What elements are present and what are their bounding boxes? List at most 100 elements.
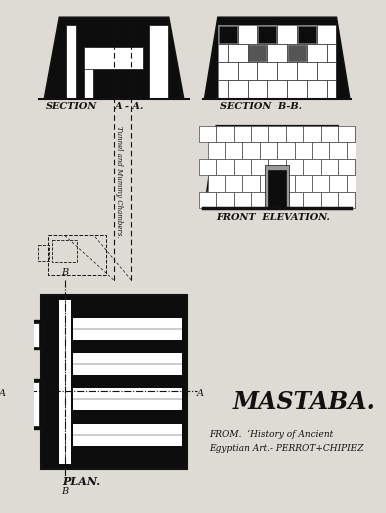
- Bar: [356, 159, 373, 175]
- Text: Egyptian Art.- PERROT+CHIPIEZ: Egyptian Art.- PERROT+CHIPIEZ: [210, 444, 364, 453]
- Bar: [218, 25, 337, 99]
- Bar: [238, 62, 257, 81]
- Bar: [356, 192, 373, 208]
- Bar: [287, 81, 307, 99]
- Bar: [295, 142, 312, 159]
- Bar: [251, 159, 268, 175]
- Bar: [20, 320, 43, 349]
- Circle shape: [275, 18, 279, 23]
- Bar: [38, 245, 49, 261]
- Bar: [73, 318, 182, 340]
- Bar: [228, 44, 247, 62]
- Bar: [218, 62, 238, 81]
- Bar: [73, 388, 182, 410]
- Bar: [356, 126, 373, 142]
- Bar: [329, 175, 347, 192]
- Bar: [242, 175, 260, 192]
- Bar: [277, 62, 297, 81]
- Bar: [286, 192, 303, 208]
- Bar: [234, 192, 251, 208]
- Polygon shape: [205, 126, 350, 208]
- Bar: [23, 323, 39, 346]
- Bar: [298, 26, 316, 43]
- Text: SECTION: SECTION: [46, 102, 97, 111]
- Bar: [52, 240, 77, 262]
- Bar: [297, 25, 317, 44]
- Bar: [257, 25, 277, 44]
- Bar: [317, 62, 337, 81]
- Bar: [199, 192, 216, 208]
- Bar: [277, 142, 295, 159]
- Bar: [338, 126, 356, 142]
- Text: B: B: [62, 268, 69, 277]
- Bar: [268, 126, 286, 142]
- Text: FRONT  ELEVATION.: FRONT ELEVATION.: [216, 213, 330, 222]
- Bar: [242, 142, 260, 159]
- Bar: [228, 81, 247, 99]
- Bar: [338, 159, 356, 175]
- Bar: [329, 142, 347, 159]
- Bar: [307, 81, 327, 99]
- Bar: [208, 175, 225, 192]
- Bar: [312, 175, 329, 192]
- Bar: [321, 192, 338, 208]
- Bar: [260, 142, 277, 159]
- Bar: [268, 159, 286, 175]
- Bar: [257, 62, 277, 81]
- Bar: [218, 25, 238, 44]
- Bar: [41, 295, 187, 469]
- Bar: [266, 166, 289, 208]
- Bar: [238, 25, 257, 44]
- Text: FROM.  ‘History of Ancient: FROM. ‘History of Ancient: [210, 430, 334, 439]
- Bar: [14, 382, 39, 426]
- Bar: [295, 175, 312, 192]
- Bar: [268, 192, 286, 208]
- Bar: [59, 300, 71, 464]
- Bar: [208, 142, 225, 159]
- Bar: [48, 235, 106, 275]
- Bar: [149, 25, 168, 99]
- Bar: [260, 175, 277, 192]
- Bar: [303, 192, 321, 208]
- Bar: [199, 126, 216, 142]
- Bar: [234, 126, 251, 142]
- Bar: [216, 126, 234, 142]
- Bar: [268, 170, 286, 208]
- Polygon shape: [44, 17, 184, 99]
- Bar: [338, 192, 356, 208]
- Text: MASTABA.: MASTABA.: [233, 390, 376, 414]
- Text: PLAN.: PLAN.: [62, 476, 100, 487]
- Bar: [251, 192, 268, 208]
- Bar: [286, 159, 303, 175]
- Bar: [277, 25, 297, 44]
- Bar: [216, 192, 234, 208]
- Bar: [267, 81, 287, 99]
- Bar: [303, 126, 321, 142]
- Bar: [303, 159, 321, 175]
- Bar: [218, 44, 228, 62]
- Bar: [287, 44, 307, 62]
- Bar: [327, 44, 337, 62]
- Bar: [321, 126, 338, 142]
- Bar: [199, 159, 216, 175]
- Bar: [277, 175, 295, 192]
- Bar: [327, 81, 337, 99]
- Bar: [219, 26, 237, 43]
- Text: A: A: [0, 389, 6, 398]
- Bar: [312, 142, 329, 159]
- Bar: [267, 44, 287, 62]
- Bar: [297, 62, 317, 81]
- Bar: [216, 159, 234, 175]
- Bar: [307, 44, 327, 62]
- Bar: [247, 81, 267, 99]
- Bar: [317, 25, 337, 44]
- Bar: [218, 81, 228, 99]
- Bar: [347, 142, 364, 159]
- Bar: [258, 26, 276, 43]
- Bar: [347, 175, 364, 192]
- Bar: [12, 379, 43, 429]
- Bar: [73, 424, 182, 446]
- Bar: [73, 353, 182, 375]
- Bar: [248, 45, 266, 61]
- Bar: [66, 25, 76, 99]
